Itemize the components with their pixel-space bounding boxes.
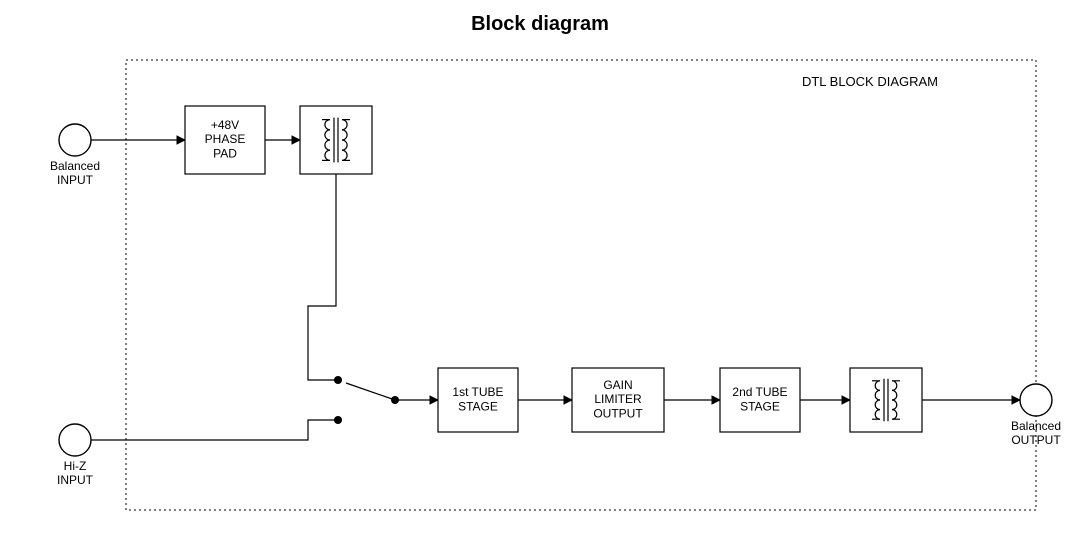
block-tube1: 1st TUBESTAGE (438, 368, 518, 432)
port-balanced_output-label1: Balanced (1011, 419, 1061, 433)
block-diagram-canvas: Block diagram DTL BLOCK DIAGRAM +48VPHASEP… (0, 0, 1080, 557)
block-gain: GAINLIMITEROUTPUT (572, 368, 664, 432)
switch-node-throw_a (334, 376, 342, 384)
port-hiz_input-label1: Hi-Z (64, 459, 87, 473)
block-xfmr_in (300, 106, 372, 174)
frame-label: DTL BLOCK DIAGRAM (802, 74, 938, 89)
port-balanced_input-label2: INPUT (57, 173, 94, 187)
port-balanced_input-label1: Balanced (50, 159, 100, 173)
block-gain-line1: LIMITER (594, 392, 642, 406)
port-balanced_output-label2: OUTPUT (1011, 433, 1061, 447)
block-tube1-line0: 1st TUBE (452, 385, 503, 399)
block-tube1-line1: STAGE (458, 399, 498, 413)
block-tube2-line1: STAGE (740, 399, 780, 413)
block-pad-line0: +48V (211, 118, 239, 132)
block-gain-line2: OUTPUT (593, 407, 643, 421)
block-tube2-line0: 2nd TUBE (732, 385, 787, 399)
block-tube2: 2nd TUBESTAGE (720, 368, 800, 432)
block-gain-line0: GAIN (603, 378, 632, 392)
block-pad-line1: PHASE (205, 132, 246, 146)
block-pad-line2: PAD (213, 147, 237, 161)
block-xfmr_out (850, 368, 922, 432)
block-pad: +48VPHASEPAD (185, 106, 265, 174)
port-hiz_input-label2: INPUT (57, 473, 94, 487)
switch-node-throw_b (334, 416, 342, 424)
switch-node-pole (391, 396, 399, 404)
diagram-title: Block diagram (471, 13, 609, 35)
